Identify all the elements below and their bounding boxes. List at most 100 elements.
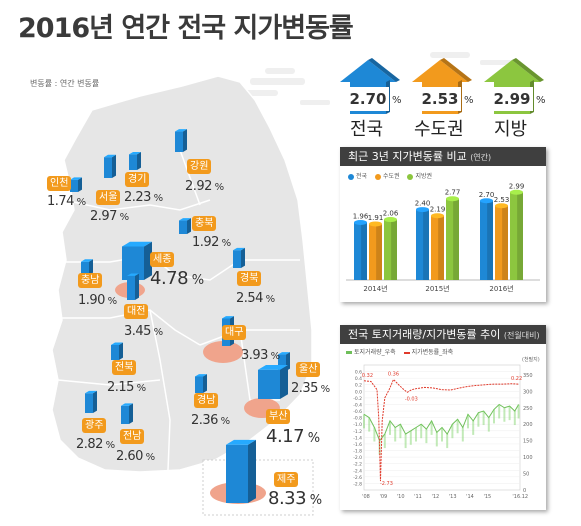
- region-rate-14: 2.82 %: [76, 433, 115, 452]
- line-chart-subtitle: (전월대비): [503, 331, 540, 340]
- legend-capital: 수도권: [382, 173, 400, 180]
- region-bar-4: [179, 218, 191, 234]
- annotation-1: -2.73: [380, 481, 393, 487]
- region-value-14: 2.82: [76, 437, 103, 452]
- region-unit-16: %: [306, 493, 322, 508]
- region-name-0: 인천: [47, 176, 72, 191]
- bar-2-0: [480, 198, 493, 280]
- region-value-7: 3.45: [124, 324, 151, 339]
- region-value-1: 2.97: [90, 209, 117, 224]
- region-unit-14: %: [102, 440, 116, 451]
- region-value-13: 4.17: [266, 426, 305, 447]
- region-rate-8: 2.54 %: [236, 287, 275, 306]
- region-name-12: 경남: [194, 393, 219, 408]
- unit-note: 변동률 : 연간 변동률: [30, 79, 100, 88]
- bar-value-label-1-0: 2.40: [415, 200, 431, 208]
- region-value-5: 1.90: [78, 293, 105, 308]
- bar-chart-subtitle: (연간): [470, 153, 492, 162]
- region-name-8: 경북: [237, 271, 262, 286]
- legend-local: 지방권: [415, 173, 433, 180]
- region-unit-12: %: [217, 416, 231, 427]
- bar-chart-legend: 전국 수도권 지방권: [348, 171, 438, 180]
- region-name-2: 경기: [125, 172, 150, 187]
- bar-value-label-2-0: 2.70: [479, 191, 495, 199]
- left-tick-16: -2.6: [353, 475, 362, 481]
- bar-value-label-2-1: 2.53: [494, 196, 510, 204]
- left-tick-2: 0.2: [355, 383, 362, 389]
- headline-value-0: 2.70: [347, 87, 389, 111]
- left-tick-17: -2.8: [353, 481, 362, 487]
- region-name-13: 부산: [266, 409, 291, 424]
- x-tick-4: '12: [431, 494, 439, 500]
- region-unit-10: %: [133, 383, 147, 394]
- region-unit-6: %: [188, 273, 204, 288]
- x-tick-5: '13: [449, 494, 457, 500]
- left-tick-14: -2.2: [353, 462, 362, 468]
- region-value-15: 2.60: [116, 449, 143, 464]
- region-rate-11: 2.35 %: [291, 377, 330, 396]
- left-tick-5: -0.4: [353, 402, 362, 408]
- left-tick-8: -1.0: [353, 422, 362, 428]
- x-tick-7: '15: [483, 494, 491, 500]
- bar-1-1: [431, 213, 444, 280]
- right-tick-2: 250: [523, 406, 533, 412]
- legend-change: 지가변동률_좌축: [411, 349, 454, 356]
- right-tick-6: 50: [523, 472, 529, 478]
- annotation-0: 0.32: [362, 373, 373, 379]
- x-tick-6: '14: [466, 494, 474, 500]
- right-tick-3: 200: [523, 422, 533, 428]
- region-rate-10: 2.15 %: [107, 376, 146, 395]
- headline-unit-0: %: [392, 95, 402, 106]
- x-tick-3: '11: [414, 494, 422, 500]
- bar-0-0: [354, 219, 367, 280]
- right-tick-5: 100: [523, 455, 533, 461]
- region-bar-10: [111, 342, 123, 360]
- region-unit-4: %: [218, 238, 232, 249]
- left-tick-6: -0.6: [353, 409, 362, 415]
- region-name-3: 강원: [187, 159, 212, 174]
- bar-value-label-0-2: 2.06: [383, 210, 399, 218]
- right-tick-0: 350: [523, 373, 533, 379]
- left-tick-12: -1.8: [353, 449, 362, 455]
- x-tick-0: '08: [362, 494, 370, 500]
- province-borders: [57, 149, 300, 471]
- headline-label-0: 전국: [350, 119, 384, 140]
- annotation-3: -0.03: [405, 396, 418, 402]
- right-axis-unit: (천필지): [522, 356, 540, 363]
- region-bar-1: [104, 154, 116, 178]
- region-name-6: 세종: [150, 252, 175, 267]
- region-value-0: 1.74: [47, 194, 74, 209]
- region-unit-5: %: [104, 296, 118, 307]
- region-value-2: 2.23: [124, 190, 151, 205]
- right-tick-7: 0: [523, 488, 526, 494]
- region-rate-2: 2.23 %: [124, 186, 163, 205]
- region-bar-0: [70, 177, 82, 192]
- bar-chart-plot: 1.96 1.912.062014년2.402.192.772015년2.702.…: [346, 182, 540, 293]
- bar-value-label-1-1: 2.19: [430, 206, 446, 214]
- region-unit-11: %: [317, 384, 331, 395]
- world-map-decoration: [238, 52, 515, 105]
- region-rate-9: 3.93 %: [241, 344, 280, 363]
- region-rate-7: 3.45 %: [124, 320, 163, 339]
- region-rate-13: 4.17 %: [266, 426, 320, 447]
- headline-value-2: 2.99: [491, 87, 533, 111]
- region-bar-16: [226, 439, 256, 503]
- region-bar-7: [127, 273, 139, 300]
- left-tick-4: -0.2: [353, 396, 362, 402]
- bar-value-label-0-1: 1.91: [368, 214, 384, 222]
- region-name-14: 광주: [82, 418, 107, 433]
- line-chart-panel: 전국 토지거래량/지가변동률 추이 (전월대비) 토지거래량_우축 지가변동률_…: [340, 325, 546, 510]
- x-tick-1: '09: [379, 494, 387, 500]
- region-rate-1: 2.97 %: [90, 205, 129, 224]
- right-tick-1: 300: [523, 389, 533, 395]
- bar-1-2: [446, 196, 459, 280]
- legend-trade: 토지거래량_우축: [354, 349, 396, 356]
- region-rate-0: 1.74 %: [47, 190, 86, 209]
- region-bar-3: [175, 129, 187, 152]
- region-unit-1: %: [116, 212, 130, 223]
- region-bar-2: [129, 151, 141, 170]
- headline-label-2: 지방: [494, 119, 528, 140]
- region-unit-0: %: [73, 197, 87, 208]
- left-tick-3: 0.0: [355, 389, 362, 395]
